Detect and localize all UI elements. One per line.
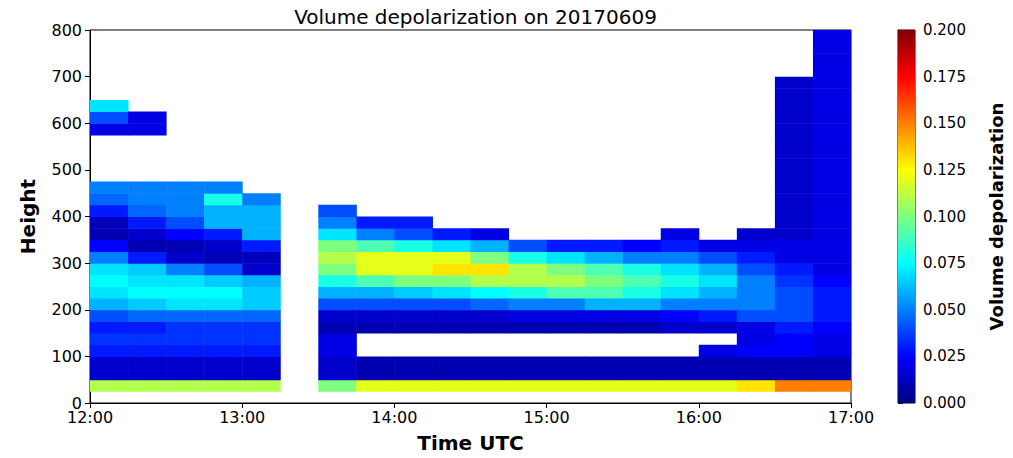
svg-text:0.150: 0.150	[923, 114, 966, 132]
svg-text:Time UTC: Time UTC	[417, 431, 523, 455]
svg-text:0.125: 0.125	[923, 161, 966, 179]
svg-text:0.050: 0.050	[923, 301, 966, 319]
svg-text:700: 700	[51, 67, 82, 86]
svg-text:0.100: 0.100	[923, 208, 966, 226]
svg-text:0.200: 0.200	[923, 21, 966, 39]
svg-text:Height: Height	[16, 178, 40, 254]
svg-text:0.175: 0.175	[923, 68, 966, 86]
svg-text:0.000: 0.000	[923, 394, 966, 412]
svg-text:12:00: 12:00	[67, 408, 113, 427]
svg-text:15:00: 15:00	[524, 408, 570, 427]
svg-text:200: 200	[51, 300, 82, 319]
svg-text:800: 800	[51, 21, 82, 40]
svg-text:Volume depolarization: Volume depolarization	[986, 103, 1007, 331]
svg-text:0.075: 0.075	[923, 254, 966, 272]
svg-text:14:00: 14:00	[371, 408, 417, 427]
svg-text:0.025: 0.025	[923, 347, 966, 365]
svg-text:Volume depolarization on 20170: Volume depolarization on 20170609	[294, 5, 657, 29]
svg-text:17:00: 17:00	[828, 408, 874, 427]
svg-text:16:00: 16:00	[676, 408, 722, 427]
svg-text:0: 0	[71, 393, 82, 413]
svg-text:400: 400	[51, 207, 82, 226]
svg-text:13:00: 13:00	[219, 408, 265, 427]
svg-text:500: 500	[51, 160, 82, 179]
svg-text:300: 300	[51, 254, 82, 273]
svg-text:600: 600	[51, 114, 82, 133]
svg-text:100: 100	[51, 347, 82, 366]
